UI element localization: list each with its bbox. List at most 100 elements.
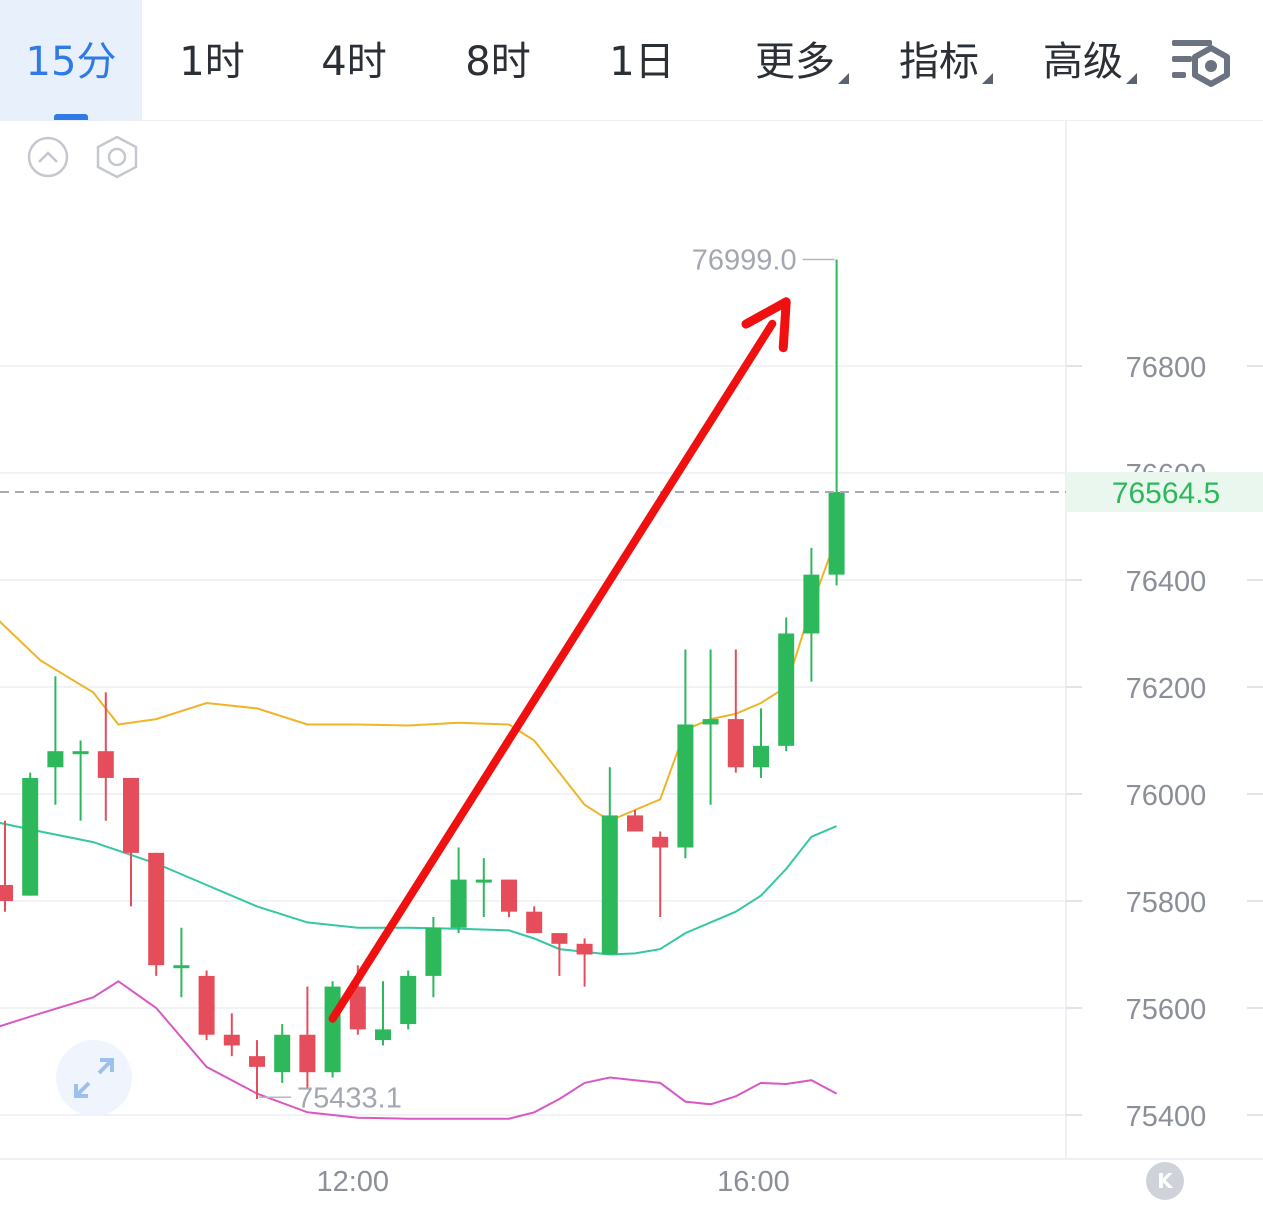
active-tab-indicator	[54, 114, 88, 120]
candle-body	[450, 879, 467, 928]
chevron-up-circle-icon[interactable]	[27, 136, 69, 178]
tab-label: 更多	[755, 39, 835, 85]
candle-body	[148, 852, 165, 966]
candle-down	[551, 933, 568, 976]
candle-body	[677, 724, 694, 848]
candle-up	[72, 740, 89, 821]
tab-4h[interactable]: 4时	[292, 0, 416, 120]
dropdown-caret-icon	[1126, 73, 1137, 84]
y-tick-label: 75800	[1126, 887, 1207, 919]
y-tick-label: 76200	[1126, 673, 1207, 705]
y-tick-label: 76400	[1126, 566, 1207, 598]
candle-down	[727, 649, 744, 773]
fullscreen-button[interactable]	[56, 1040, 132, 1116]
candle-body	[727, 719, 744, 768]
bollinger-middle-line	[0, 821, 837, 956]
tab-label: 4时	[321, 39, 387, 85]
candle-body	[601, 815, 618, 955]
candle-up	[450, 847, 467, 934]
current-price-line: 76564.5	[0, 471, 1263, 512]
candle-body	[274, 1034, 291, 1073]
bollinger-bands	[0, 536, 838, 1120]
tab-more-dropdown[interactable]: 更多	[736, 0, 854, 120]
candle-body	[400, 975, 417, 1025]
candle-up	[803, 547, 820, 682]
candle-up	[173, 927, 190, 998]
current-price-badge	[1066, 471, 1263, 512]
current-price-label: 76564.5	[1112, 477, 1220, 510]
candle-body	[475, 879, 492, 883]
candle-up	[753, 708, 769, 778]
candlestick-chart[interactable]: 7680076600764007620076000758007560075400…	[0, 121, 1263, 1205]
candle-body	[526, 911, 543, 934]
y-tick-label: 76800	[1126, 352, 1207, 384]
tab-label: 高级	[1043, 39, 1123, 85]
candle-up	[702, 649, 719, 805]
candle-down	[652, 831, 669, 918]
candle-body	[299, 1034, 316, 1073]
hexagon-settings-icon[interactable]	[96, 135, 138, 179]
list-gear-icon[interactable]	[1168, 34, 1234, 90]
jump-to-latest-icon: K	[1157, 1169, 1173, 1193]
candle-up	[274, 1024, 291, 1083]
tab-label: 8时	[465, 39, 531, 85]
timeframe-toolbar: 15分 1时 4时 8时 1日 更多 指标 高级	[0, 0, 1263, 121]
candle-body	[828, 491, 845, 575]
tab-label: 15分	[25, 39, 117, 85]
dropdown-caret-icon	[982, 73, 993, 84]
tab-advanced-dropdown[interactable]: 高级	[1024, 0, 1142, 120]
candle-down	[148, 852, 165, 976]
dropdown-caret-icon	[838, 73, 849, 84]
candle-body	[0, 884, 13, 901]
candle-down	[97, 692, 114, 821]
candle-body	[652, 836, 669, 848]
candle-body	[223, 1034, 240, 1046]
candle-up	[778, 617, 795, 752]
candle-up	[22, 772, 39, 896]
bollinger-lower-line	[0, 980, 838, 1120]
candle-down	[249, 1040, 265, 1099]
tab-label: 1时	[179, 39, 245, 85]
candle-body	[501, 879, 517, 912]
y-tick-label: 75600	[1126, 994, 1207, 1026]
tab-8h[interactable]: 8时	[436, 0, 560, 120]
candle-body	[123, 777, 139, 853]
candle-down	[299, 986, 316, 1089]
min-price-label: 75433.1	[297, 1082, 402, 1114]
arrow-head	[741, 297, 791, 353]
tab-1h[interactable]: 1时	[150, 0, 274, 120]
y-tick-label: 76000	[1126, 780, 1207, 812]
extreme-labels: 76999.0 75433.1	[259, 245, 835, 1114]
candle-body	[324, 986, 341, 1073]
candle-body	[375, 1029, 391, 1041]
tab-1d[interactable]: 1日	[580, 0, 704, 120]
candle-body	[576, 943, 593, 955]
max-price-label: 76999.0	[692, 245, 797, 277]
x-tick-label: 12:00	[316, 1166, 389, 1198]
candle-body	[702, 719, 719, 725]
y-tick-label: 75400	[1126, 1101, 1207, 1133]
candle-body	[198, 975, 215, 1035]
candle-up	[425, 917, 442, 998]
candle-down	[576, 938, 593, 987]
candle-up	[677, 649, 694, 859]
candle-up	[324, 981, 341, 1078]
candle-body	[173, 965, 190, 969]
candle-body	[97, 751, 114, 778]
tab-15min[interactable]: 15分	[0, 0, 142, 120]
candle-down	[501, 879, 517, 918]
candle-down	[223, 1013, 240, 1057]
jump-to-latest-button[interactable]: K	[1146, 1162, 1184, 1200]
bollinger-upper-line	[0, 536, 838, 822]
candle-body	[47, 751, 64, 768]
candle-body	[803, 574, 820, 634]
candle-body	[72, 751, 89, 755]
arrow-shaft	[328, 319, 777, 1023]
candle-body	[778, 633, 795, 746]
candle-body	[425, 927, 442, 976]
trend-arrow-annotation	[328, 297, 791, 1023]
tab-indicators-dropdown[interactable]: 指标	[880, 0, 998, 120]
grid-lines	[0, 365, 1066, 1116]
candle-down	[198, 970, 215, 1041]
expand-arrows-icon	[74, 1058, 114, 1098]
